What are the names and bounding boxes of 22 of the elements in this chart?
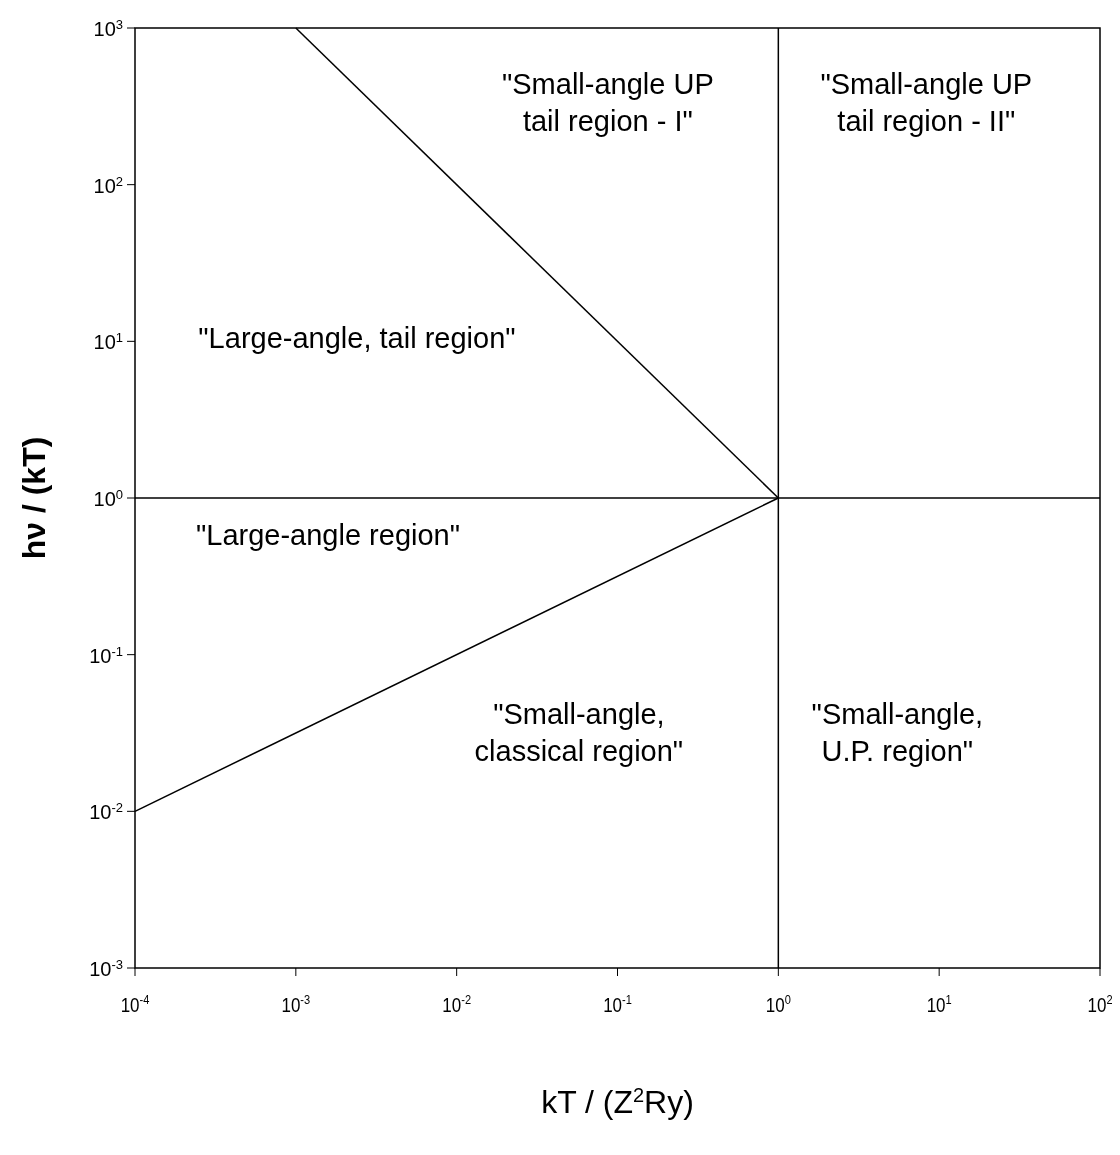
y-tick-label: 10$^{-3}$: [89, 956, 123, 980]
y-tick-label: 10$^{1}$: [93, 329, 123, 354]
y-axis-title: hν / (kT): [16, 436, 52, 560]
annotation: "Large-angle, tail region": [198, 321, 516, 354]
annotation: "Large-angle region": [195, 519, 461, 551]
y-tick-label: 10$^{-2}$: [89, 799, 123, 824]
x-tick-label: 10$^{-2}$: [442, 992, 472, 1017]
x-tick-label: 10$^{-1}$: [603, 992, 633, 1017]
annotation: "Small-angle, U.P. region": [811, 697, 984, 767]
x-tick-label: 10$^{-4}$: [120, 992, 150, 1017]
y-tick-label: 10$^{2}$: [93, 173, 123, 197]
x-tick-label: 10$^{1}$: [926, 992, 952, 1017]
x-axis-title: kT / (Z$^{2}$Ry): [541, 1084, 694, 1120]
y-tick-label: 10$^{3}$: [93, 16, 123, 40]
y-tick-label: 10$^{-1}$: [89, 643, 123, 667]
x-tick-label: 10$^{2}$: [1087, 992, 1113, 1017]
y-tick-label: 10$^{0}$: [93, 486, 123, 510]
annotation: "Small-angle UP tail region - I": [501, 67, 714, 137]
annotation: "Small-angle, classical region": [474, 697, 684, 767]
annotation: "Small-angle UP tail region - II": [820, 67, 1033, 137]
x-tick-label: 10$^{-3}$: [281, 992, 311, 1017]
x-tick-label: 10$^{0}$: [765, 992, 792, 1017]
